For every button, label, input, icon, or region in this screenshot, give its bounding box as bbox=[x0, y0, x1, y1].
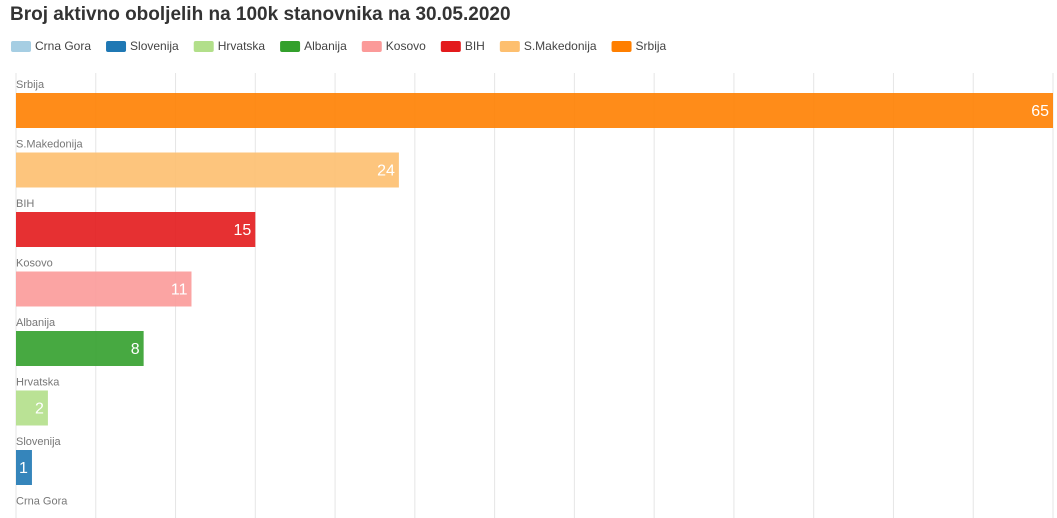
value-label: 2 bbox=[35, 401, 44, 418]
legend-label: Albanija bbox=[304, 39, 347, 53]
bar bbox=[16, 331, 144, 366]
legend-label: Slovenija bbox=[130, 39, 179, 53]
value-label: 15 bbox=[234, 222, 252, 239]
chart-title: Broj aktivno oboljelih na 100k stanovnik… bbox=[10, 4, 511, 25]
legend-label: S.Makedonija bbox=[524, 39, 597, 53]
value-label: 65 bbox=[1031, 103, 1049, 120]
bar bbox=[16, 450, 32, 485]
legend-label: Hrvatska bbox=[218, 39, 266, 53]
value-label: 8 bbox=[131, 341, 140, 358]
legend-label: Kosovo bbox=[386, 39, 426, 53]
bar bbox=[16, 390, 48, 426]
category-label: Kosovo bbox=[16, 257, 53, 269]
legend-swatch bbox=[106, 41, 127, 52]
category-label: Albanija bbox=[16, 317, 56, 329]
legend-swatch bbox=[499, 41, 520, 52]
legend-swatch bbox=[611, 41, 632, 52]
bar bbox=[16, 212, 256, 247]
category-label: Crna Gora bbox=[16, 495, 68, 507]
legend-swatch bbox=[193, 41, 214, 52]
category-label: BIH bbox=[16, 198, 34, 210]
bar bbox=[16, 152, 399, 188]
legend-label: Srbija bbox=[636, 39, 667, 53]
category-label: Slovenija bbox=[16, 436, 62, 448]
legend-swatch bbox=[11, 41, 31, 52]
legend-swatch bbox=[361, 41, 382, 52]
category-label: S.Makedonija bbox=[16, 138, 84, 150]
value-label: 24 bbox=[377, 163, 395, 180]
bar bbox=[16, 271, 192, 307]
category-label: Hrvatska bbox=[16, 376, 60, 388]
legend-label: BIH bbox=[465, 39, 485, 53]
value-label: 1 bbox=[19, 460, 28, 477]
legend-swatch bbox=[280, 41, 301, 52]
legend-label: Crna Gora bbox=[35, 39, 91, 53]
bar bbox=[16, 93, 1053, 128]
value-label: 11 bbox=[171, 282, 188, 299]
legend-swatch bbox=[440, 41, 461, 52]
category-label: Srbija bbox=[16, 79, 45, 91]
